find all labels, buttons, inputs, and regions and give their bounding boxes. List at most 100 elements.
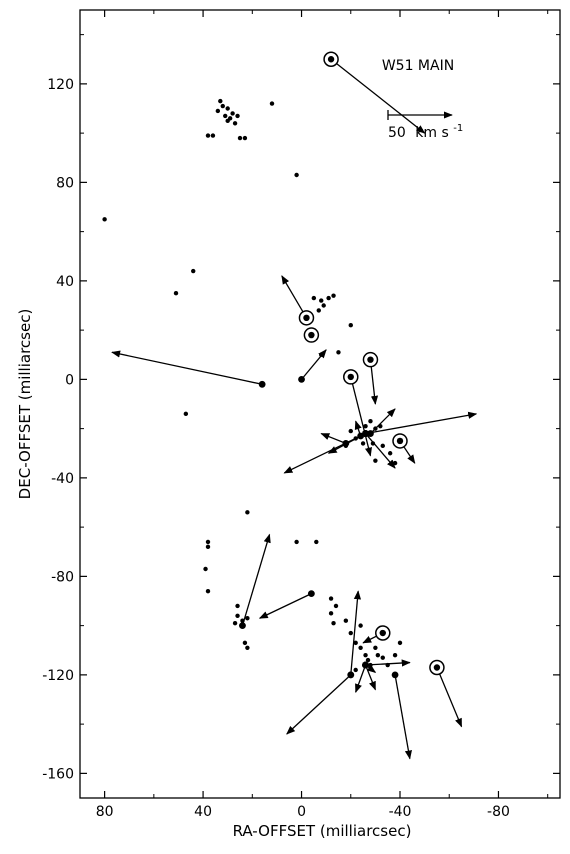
scale-bar-label: 50 km s -1	[388, 123, 463, 141]
velocity-vector	[111, 350, 263, 385]
maser-spot	[235, 113, 240, 119]
maser-spot	[353, 436, 358, 441]
maser-spot	[242, 135, 248, 141]
maser-spot	[378, 423, 383, 429]
maser-spot	[102, 217, 107, 222]
feature-center	[367, 356, 374, 363]
maser-spot	[375, 652, 381, 658]
velocity-vector	[355, 664, 367, 693]
maser-spot	[331, 293, 336, 298]
maser-spot	[232, 121, 238, 126]
maser-spot	[245, 645, 250, 650]
velocity-vector	[241, 533, 271, 626]
maser-spot	[203, 566, 208, 572]
y-tick-label: -160	[42, 766, 74, 782]
velocity-vector	[365, 411, 478, 435]
maser-spot	[326, 295, 331, 301]
maser-spot	[363, 652, 368, 658]
y-tick-label: 80	[56, 175, 74, 191]
y-tick-label: 120	[47, 77, 74, 93]
maser-spot	[343, 618, 349, 623]
maser-spot	[227, 116, 233, 121]
maser-spot	[373, 426, 378, 431]
maser-spot	[392, 460, 398, 466]
maser-spot	[240, 618, 245, 623]
maser-spot	[319, 352, 324, 357]
y-tick-label: 40	[56, 274, 74, 290]
maser-spot	[373, 458, 378, 463]
maser-spot	[215, 108, 221, 114]
velocity-vector	[365, 433, 396, 469]
scale-bar-value: 50	[388, 125, 406, 141]
maser-spot	[173, 290, 179, 296]
maser-spot	[353, 667, 358, 673]
maser-spot	[225, 106, 230, 111]
feature-center	[379, 629, 386, 637]
velocity-vector	[394, 674, 412, 760]
velocity-vector	[320, 432, 347, 445]
maser-spot	[245, 510, 250, 515]
velocity-vector	[283, 432, 366, 474]
velocity-vector	[330, 58, 426, 134]
maser-spot	[348, 323, 353, 328]
feature-dot	[362, 661, 369, 669]
maser-spot	[368, 419, 373, 424]
chart-title: W51 MAIN	[382, 58, 454, 74]
maser-spot	[230, 111, 235, 116]
maser-spot	[373, 645, 378, 650]
maser-spot	[348, 428, 353, 434]
feature-dot	[298, 375, 305, 383]
feature-center	[433, 664, 441, 671]
maser-spot	[380, 655, 385, 660]
maser-spot	[321, 303, 326, 308]
maser-spot	[242, 640, 248, 646]
maser-spot	[205, 544, 211, 550]
axis-ticks	[80, 10, 560, 798]
maser-spot	[237, 135, 243, 141]
maser-spot	[360, 441, 366, 446]
maser-spot	[358, 645, 363, 650]
x-tick-label: 40	[194, 804, 212, 820]
maser-spot	[232, 620, 238, 626]
maser-spot	[348, 630, 353, 636]
maser-spot	[333, 603, 339, 609]
maser-spot	[311, 295, 317, 301]
maser-spot	[385, 662, 390, 668]
maser-spot	[235, 613, 240, 618]
feature-center	[303, 314, 310, 322]
maser-spot	[191, 268, 196, 274]
feature-dot	[307, 590, 315, 598]
velocity-vector	[350, 376, 372, 457]
plot-frame	[79, 9, 561, 799]
x-tick-label: -40	[389, 804, 412, 820]
maser-spot	[336, 350, 341, 355]
feature-center	[347, 373, 354, 381]
y-axis-title: DEC-OFFSET (milliarcsec)	[16, 309, 34, 500]
maser-spot	[365, 657, 371, 663]
x-tick-label: -80	[487, 804, 510, 820]
maser-spot	[269, 101, 275, 106]
maser-spot	[331, 620, 336, 626]
maser-spot	[220, 103, 225, 109]
maser-spot	[235, 603, 240, 609]
maser-spot	[387, 451, 393, 456]
y-tick-label: -40	[51, 471, 74, 487]
maser-spot	[363, 423, 368, 429]
maser-spot	[358, 623, 363, 628]
maser-spot	[205, 539, 211, 545]
x-tick-label: 80	[96, 804, 114, 820]
x-axis-title: RA-OFFSET (milliarcsec)	[233, 822, 412, 840]
maser-spot	[245, 616, 250, 621]
maser-spot	[223, 113, 228, 119]
maser-spot	[205, 133, 211, 138]
feature-dot	[391, 671, 399, 679]
maser-spot	[183, 411, 189, 417]
feature-dot	[239, 622, 246, 630]
maser-spot	[294, 539, 299, 545]
scale-bar-unit: km s	[415, 125, 449, 141]
maser-spot	[218, 98, 223, 104]
maser-spot	[392, 652, 398, 658]
y-tick-label: -120	[42, 668, 74, 684]
maser-spot	[328, 596, 334, 601]
